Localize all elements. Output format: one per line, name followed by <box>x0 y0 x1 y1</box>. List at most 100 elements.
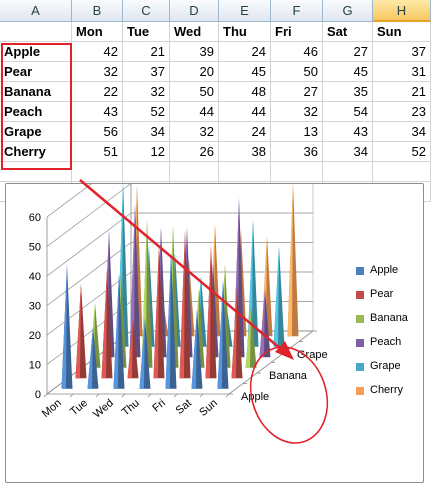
data-cell[interactable]: 37 <box>123 62 170 82</box>
cone-highlight <box>87 326 93 389</box>
data-cell[interactable]: 42 <box>72 42 123 62</box>
header-cell-sat[interactable]: Sat <box>323 22 373 42</box>
header-cell-fri[interactable]: Fri <box>271 22 323 42</box>
y-tick-label: 40 <box>29 271 41 283</box>
data-cell[interactable]: 32 <box>170 122 219 142</box>
data-cell[interactable]: 34 <box>123 122 170 142</box>
data-cell[interactable]: 26 <box>170 142 219 162</box>
legend-label: Banana <box>370 312 408 324</box>
data-cell[interactable]: 32 <box>123 82 170 102</box>
column-header-f[interactable]: F <box>271 0 323 22</box>
empty-cell[interactable] <box>123 162 170 182</box>
x-category-label: Sun <box>197 397 220 419</box>
data-cell[interactable]: 44 <box>170 102 219 122</box>
data-cell[interactable]: 50 <box>271 62 323 82</box>
column-header-h[interactable]: H <box>373 0 431 22</box>
x-tick <box>95 393 100 398</box>
header-cell-blank[interactable] <box>0 22 72 42</box>
data-cell[interactable]: 39 <box>170 42 219 62</box>
data-cell[interactable]: 51 <box>72 142 123 162</box>
column-header-c[interactable]: C <box>123 0 170 22</box>
legend-swatch <box>356 315 364 323</box>
header-cell-thu[interactable]: Thu <box>219 22 271 42</box>
highlight-box <box>1 43 72 170</box>
column-header-g[interactable]: G <box>323 0 373 22</box>
depth-axis-label: Apple <box>241 391 269 403</box>
data-cell[interactable]: 32 <box>271 102 323 122</box>
data-cell[interactable]: 50 <box>170 82 219 102</box>
legend-swatch <box>356 363 364 371</box>
x-category-label: Thu <box>120 397 142 418</box>
empty-cell[interactable] <box>323 162 373 182</box>
empty-cell[interactable] <box>0 162 72 182</box>
data-cell[interactable]: 31 <box>373 62 431 82</box>
data-cell[interactable]: 43 <box>72 102 123 122</box>
data-cell[interactable]: 45 <box>219 62 271 82</box>
data-cell[interactable]: 48 <box>219 82 271 102</box>
data-cell[interactable]: 24 <box>219 42 271 62</box>
data-cell[interactable]: 43 <box>323 122 373 142</box>
data-cell[interactable]: 27 <box>271 82 323 102</box>
data-cell[interactable]: 38 <box>219 142 271 162</box>
x-category-label: Sat <box>174 397 194 417</box>
data-cell[interactable]: 34 <box>373 122 431 142</box>
data-cell[interactable]: 52 <box>373 142 431 162</box>
chart-area[interactable]: 0 10 20 30 40 50 60 Mon Tue Wed Thu Fri Sat Sun Grape B… <box>5 183 424 483</box>
legend-swatch <box>356 339 364 347</box>
data-cell[interactable]: 52 <box>123 102 170 122</box>
cone-chart-svg: 0 10 20 30 40 50 60 Mon Tue Wed Thu Fri Sat Sun Grape B… <box>29 184 329 444</box>
header-cell-tue[interactable]: Tue <box>123 22 170 42</box>
column-header-b[interactable]: B <box>72 0 123 22</box>
empty-cell[interactable] <box>271 162 323 182</box>
legend-label: Apple <box>370 264 399 276</box>
column-header-d[interactable]: D <box>170 0 219 22</box>
empty-cell[interactable] <box>373 162 431 182</box>
data-cell[interactable]: 22 <box>72 82 123 102</box>
data-cell[interactable]: 44 <box>219 102 271 122</box>
legend-label: Cherry <box>370 384 404 396</box>
data-cell[interactable]: 27 <box>323 42 373 62</box>
depth-axis-label: Grape <box>297 349 328 361</box>
column-header-e[interactable]: E <box>219 0 271 22</box>
data-cell[interactable]: 45 <box>323 62 373 82</box>
x-category-label: Tue <box>68 397 90 418</box>
data-cell[interactable]: 56 <box>72 122 123 142</box>
data-cell[interactable]: 12 <box>123 142 170 162</box>
cone-highlight <box>287 184 293 337</box>
y-tick-label: 0 <box>35 389 41 401</box>
x-tick <box>199 393 204 398</box>
y-tick-label: 50 <box>29 242 41 254</box>
data-cell[interactable]: 36 <box>271 142 323 162</box>
header-cell-sun[interactable]: Sun <box>373 22 431 42</box>
data-cell[interactable]: 21 <box>123 42 170 62</box>
x-tick <box>173 393 178 398</box>
legend-swatch <box>356 387 364 395</box>
header-cell-mon[interactable]: Mon <box>72 22 123 42</box>
legend-label: Pear <box>370 288 394 300</box>
empty-cell[interactable] <box>170 162 219 182</box>
data-cell[interactable]: 24 <box>219 122 271 142</box>
empty-cell[interactable] <box>219 162 271 182</box>
data-cell[interactable]: 54 <box>323 102 373 122</box>
data-cell[interactable]: 35 <box>323 82 373 102</box>
data-cell[interactable]: 37 <box>373 42 431 62</box>
data-cell[interactable]: 21 <box>373 82 431 102</box>
column-header-a[interactable]: A <box>0 0 72 22</box>
depth-axis-label: Banana <box>269 370 308 382</box>
data-cell[interactable]: 13 <box>271 122 323 142</box>
legend-label: Grape <box>370 360 401 372</box>
data-cell[interactable]: 46 <box>271 42 323 62</box>
data-cell[interactable]: 23 <box>373 102 431 122</box>
x-category-label: Fri <box>150 397 168 414</box>
y-tick-label: 20 <box>29 330 41 342</box>
empty-cell[interactable] <box>72 162 123 182</box>
side-gridline <box>46 184 92 218</box>
data-cell[interactable]: 20 <box>170 62 219 82</box>
x-tick <box>69 393 74 398</box>
x-category-label: Mon <box>40 397 64 420</box>
data-cell[interactable]: 32 <box>72 62 123 82</box>
data-cell[interactable]: 34 <box>323 142 373 162</box>
header-cell-wed[interactable]: Wed <box>170 22 219 42</box>
cone-highlight <box>231 286 237 379</box>
